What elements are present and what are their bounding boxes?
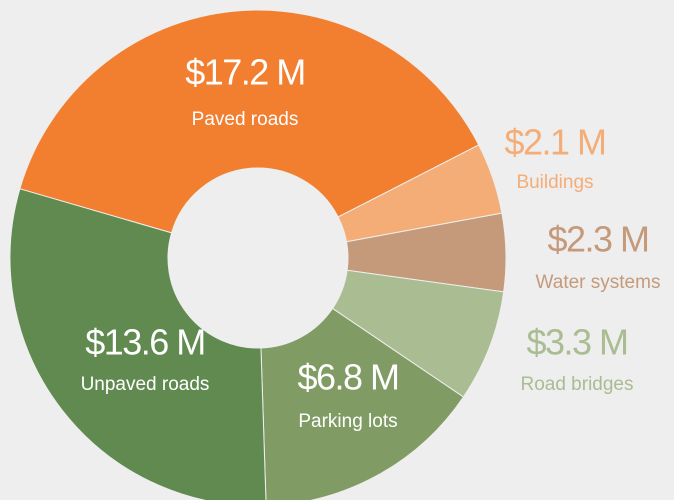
donut-slice	[260, 307, 465, 500]
category-label: Road bridges	[520, 374, 633, 395]
value-label: $2.1 M	[504, 122, 605, 163]
value-label: $3.3 M	[526, 322, 627, 363]
category-label: Unpaved roads	[81, 374, 210, 395]
category-label: Paved roads	[192, 109, 299, 130]
category-label: Water systems	[536, 272, 661, 293]
donut-slice	[9, 188, 267, 500]
value-label: $13.6 M	[85, 322, 205, 363]
category-label: Parking lots	[298, 411, 397, 432]
value-label: $17.2 M	[185, 52, 305, 93]
donut-slice	[19, 9, 480, 234]
value-label: $6.8 M	[297, 357, 398, 398]
category-label: Buildings	[516, 172, 593, 193]
value-label: $2.3 M	[547, 219, 648, 260]
